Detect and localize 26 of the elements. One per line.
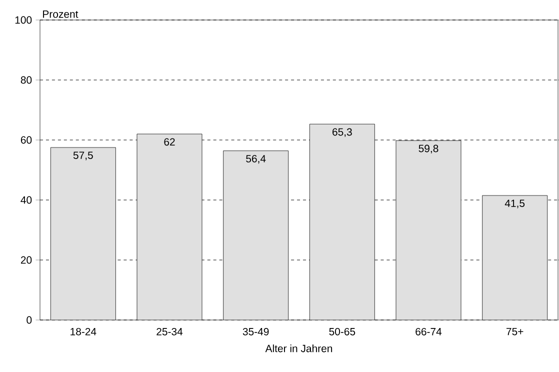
bar (310, 124, 375, 320)
x-tick-label: 66-74 (416, 328, 442, 336)
y-tick-label: 60 (20, 136, 32, 144)
data-label: 59,8 (418, 144, 438, 154)
y-tick-label: 100 (15, 16, 32, 24)
x-tick-label: 35-49 (242, 328, 269, 336)
y-tick-label: 20 (20, 256, 32, 264)
bar (482, 195, 548, 320)
bar (50, 147, 116, 320)
data-label: 57,5 (73, 152, 93, 160)
x-axis-title: Alter in Jahren (265, 344, 332, 352)
bar (396, 140, 462, 320)
y-tick-label: 40 (20, 196, 32, 204)
x-tick-label: 25-34 (156, 328, 183, 336)
x-tick-label: 50-65 (329, 328, 356, 336)
bar (137, 134, 202, 320)
bar (223, 150, 288, 320)
y-tick-label: 80 (20, 76, 32, 84)
data-label: 41,5 (504, 200, 525, 208)
y-tick-label: 0 (26, 316, 32, 324)
data-label: 65,3 (332, 128, 352, 137)
data-label: 62 (164, 138, 175, 146)
x-tick-label: 18-24 (70, 328, 96, 336)
data-label: 56,4 (246, 154, 266, 164)
y-axis-title: Prozent (43, 10, 78, 18)
x-tick-label: 75+ (506, 328, 524, 336)
